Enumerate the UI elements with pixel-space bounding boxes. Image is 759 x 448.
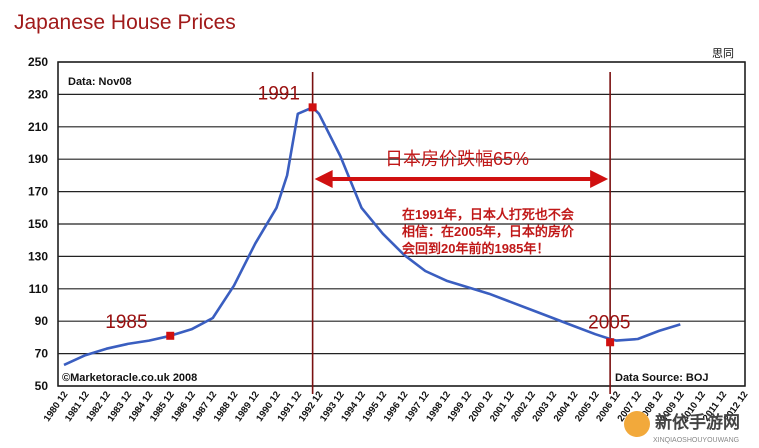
marker-year-label: 1985 bbox=[105, 312, 147, 333]
series-line bbox=[63, 106, 681, 367]
markers: 1985 1991 2005 bbox=[105, 83, 630, 347]
y-tick-label: 90 bbox=[35, 314, 49, 328]
watermark-logo-icon bbox=[624, 411, 650, 437]
note-line: 在1991年，日本人打死也不会 bbox=[402, 207, 575, 222]
marker-year-label: 2005 bbox=[588, 312, 630, 333]
drop-arrow bbox=[314, 170, 609, 188]
watermark-url: XINQIAOSHOUYOUWANG bbox=[653, 437, 739, 444]
watermark: 新依手游网 XINQIAOSHOUYOUWANG bbox=[624, 411, 740, 444]
drop-label: 日本房价跌幅65% bbox=[385, 149, 529, 169]
marker-point bbox=[606, 338, 615, 347]
y-tick-label: 210 bbox=[28, 120, 48, 134]
unit-corner-label: 思同 bbox=[712, 47, 734, 60]
y-tick-label: 170 bbox=[28, 185, 48, 199]
arrow-head-left bbox=[314, 170, 333, 188]
y-tick-label: 130 bbox=[28, 249, 48, 263]
y-tick-label: 250 bbox=[28, 55, 48, 69]
y-tick-label: 230 bbox=[28, 87, 48, 101]
chinese-note: 在1991年，日本人打死也不会相信：在2005年，日本的房价会回到20年前的19… bbox=[402, 207, 575, 256]
credit-label: ©Marketoracle.co.uk 2008 bbox=[62, 372, 197, 384]
marker-year-label: 1991 bbox=[258, 83, 300, 104]
note-line: 会回到20年前的1985年！ bbox=[402, 241, 549, 256]
chart-title: Japanese House Prices bbox=[14, 11, 236, 34]
watermark-brand: 新依手游网 bbox=[655, 412, 740, 432]
y-tick-label: 50 bbox=[35, 379, 49, 393]
marker-point bbox=[308, 103, 317, 112]
y-tick-label: 190 bbox=[28, 152, 48, 166]
y-tick-label: 110 bbox=[29, 282, 49, 296]
arrow-head-right bbox=[590, 170, 609, 188]
y-tick-label: 70 bbox=[35, 347, 49, 361]
y-tick-label: 150 bbox=[28, 217, 48, 231]
data-date-label: Data: Nov08 bbox=[68, 76, 132, 88]
source-label: Data Source: BOJ bbox=[615, 372, 709, 384]
y-axis-ticks: 50 70 90 110 130 150 170 190 210 230 250 bbox=[28, 55, 48, 393]
note-line: 相信：在2005年，日本的房价 bbox=[402, 224, 575, 239]
marker-point bbox=[166, 331, 175, 340]
grid bbox=[57, 61, 746, 387]
